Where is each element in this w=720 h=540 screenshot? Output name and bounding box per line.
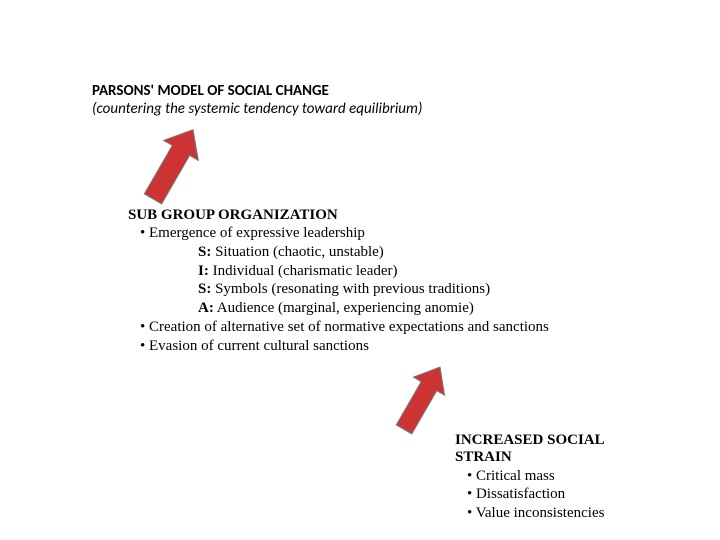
arrow-up-2 — [366, 360, 476, 440]
arrow-up-1 — [112, 120, 232, 212]
page-title: PARSONS' MODEL OF SOCIAL CHANGE — [92, 82, 632, 100]
strain-title: INCREASED SOCIAL STRAIN — [455, 432, 675, 467]
subgroup-bullet-1: • Emergence of expressive leadership — [128, 224, 648, 243]
header-block: PARSONS' MODEL OF SOCIAL CHANGE (counter… — [92, 82, 632, 118]
strain-block: INCREASED SOCIAL STRAIN • Critical mass … — [455, 432, 675, 523]
strain-bullet-3: • Value inconsistencies — [455, 504, 675, 523]
sisa-a: A: Audience (marginal, experiencing anom… — [128, 299, 648, 318]
subgroup-bullet-2: • Creation of alternative set of normati… — [128, 318, 648, 337]
subgroup-title: SUB GROUP ORGANIZATION — [128, 207, 648, 224]
subgroup-bullet-3: • Evasion of current cultural sanctions — [128, 337, 648, 356]
subgroup-body: • Emergence of expressive leadership S: … — [128, 224, 648, 355]
strain-bullet-1: • Critical mass — [455, 467, 675, 486]
strain-bullet-2: • Dissatisfaction — [455, 485, 675, 504]
strain-body: • Critical mass • Dissatisfaction • Valu… — [455, 467, 675, 523]
sisa-s2: S: Symbols (resonating with previous tra… — [128, 280, 648, 299]
subgroup-block: SUB GROUP ORGANIZATION • Emergence of ex… — [128, 207, 648, 355]
page-subtitle: (countering the systemic tendency toward… — [92, 100, 632, 118]
sisa-i: I: Individual (charismatic leader) — [128, 262, 648, 281]
sisa-s: S: Situation (chaotic, unstable) — [128, 243, 648, 262]
